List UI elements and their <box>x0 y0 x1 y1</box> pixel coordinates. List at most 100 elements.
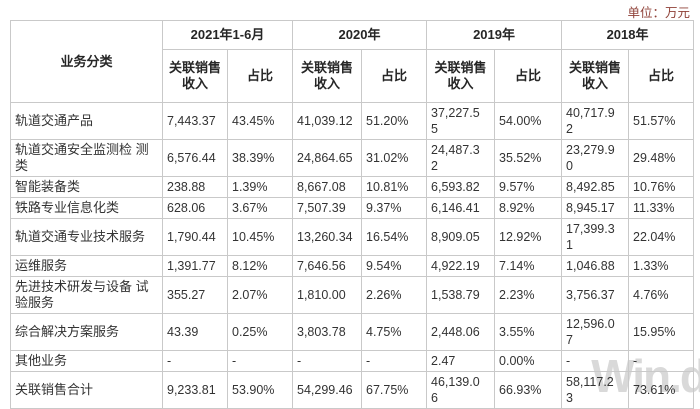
table-row: 先进技术研发与设备 试 验服务 355.27 2.07% 1,810.00 2.26% 1… <box>10 276 695 314</box>
ratio-value-cell: 2.23% <box>494 276 563 314</box>
revenue-value-cell: 628.06 <box>162 197 228 219</box>
table-row: 智能装备类 238.88 1.39% 8,667.08 10.81% 6,593.82 9.… <box>10 176 695 198</box>
ratio-value-cell: 4.75% <box>360 313 428 351</box>
revenue-value-cell: 8,492.85 <box>561 176 630 198</box>
revenue-header-2020: 关联销售 收入 <box>292 49 362 103</box>
table-row: 其他业务 - - - -2.47 0.00% - - <box>10 350 695 372</box>
ratio-value-cell: 15.95% <box>628 313 695 351</box>
year-header-2021h1: 2021年1-6月 <box>162 20 293 50</box>
revenue-value-cell: - <box>162 350 228 372</box>
ratio-value-cell: 1.39% <box>227 176 293 198</box>
ratio-value-cell: 0.25% <box>227 313 293 351</box>
ratio-value-cell: 22.04% <box>628 218 695 256</box>
table-row: 关联销售合计 9,233.81 53.90% 54,299.46 67.75% 46,13… <box>10 371 695 409</box>
ratio-value-cell: 11.33% <box>628 197 695 219</box>
revenue-value-cell: 6,146.41 <box>426 197 496 219</box>
revenue-value-cell: 3,803.78 <box>292 313 362 351</box>
business-category-cell: 运维服务 <box>10 255 163 277</box>
revenue-value-cell: 40,717.9 2 <box>561 102 630 140</box>
ratio-value-cell: 1.33% <box>628 255 695 277</box>
ratio-value-cell: 10.81% <box>360 176 428 198</box>
ratio-value-cell: 9.57% <box>494 176 563 198</box>
ratio-value-cell: 35.52% <box>494 139 563 177</box>
ratio-value-cell: 29.48% <box>628 139 695 177</box>
ratio-value-cell: 3.55% <box>494 313 563 351</box>
revenue-value-cell: 41,039.12 <box>292 102 362 140</box>
ratio-value-cell: 8.92% <box>494 197 563 219</box>
table-body: 轨道交通产品 7,443.37 43.45% 41,039.12 51.20% 37,22… <box>10 102 695 409</box>
unit-label: 单位：万元 <box>627 6 690 20</box>
revenue-value-cell: 9,233.81 <box>162 371 228 409</box>
ratio-value-cell: 0.00% <box>494 350 563 372</box>
ratio-value-cell: 53.90% <box>227 371 293 409</box>
revenue-value-cell: 58,117.2 3 <box>561 371 630 409</box>
business-category-cell: 轨道交通专业技术服务 <box>10 218 163 256</box>
ratio-value-cell: 54.00% <box>494 102 563 140</box>
table-row: 铁路专业信息化类 628.06 3.67% 7,507.39 9.37% 6,146.41… <box>10 197 695 219</box>
revenue-value-cell: 17,399.3 1 <box>561 218 630 256</box>
ratio-value-cell: 4.76% <box>628 276 695 314</box>
ratio-value-cell: 67.75% <box>360 371 428 409</box>
year-header-2019: 2019年 <box>426 20 563 50</box>
revenue-value-cell: 1,046.88 <box>561 255 630 277</box>
revenue-value-cell: 7,646.56 <box>292 255 362 277</box>
revenue-value-cell: 6,576.44 <box>162 139 228 177</box>
revenue-header-2019: 关联销售 收入 <box>426 49 496 103</box>
ratio-value-cell: - <box>360 350 428 372</box>
business-category-cell: 综合解决方案服务 <box>10 313 163 351</box>
ratio-header-2019: 占比 <box>494 49 563 103</box>
revenue-value-cell: 1,810.00 <box>292 276 362 314</box>
business-category-cell: 其他业务 <box>10 350 163 372</box>
revenue-value-cell: 238.88 <box>162 176 228 198</box>
revenue-value-cell: 24,864.65 <box>292 139 362 177</box>
table-row: 综合解决方案服务 43.39 0.25% 3,803.78 4.75% 2,448.06 3… <box>10 313 695 351</box>
revenue-value-cell: 8,909.05 <box>426 218 496 256</box>
revenue-value-cell: 12,596.0 7 <box>561 313 630 351</box>
ratio-value-cell: 8.12% <box>227 255 293 277</box>
ratio-value-cell: 73.61% <box>628 371 695 409</box>
revenue-value-cell: 13,260.34 <box>292 218 362 256</box>
ratio-value-cell: - <box>628 350 695 372</box>
ratio-header-2018: 占比 <box>628 49 695 103</box>
revenue-value-cell: 1,391.77 <box>162 255 228 277</box>
table-header: 业务分类 2021年1-6月 2020年 2019年 2018年 关联销售 收入… <box>10 20 695 103</box>
revenue-value-cell: 355.27 <box>162 276 228 314</box>
revenue-value-cell: 1,790.44 <box>162 218 228 256</box>
year-header-2020: 2020年 <box>291 20 428 50</box>
ratio-value-cell: 9.54% <box>360 255 428 277</box>
table-row: 轨道交通产品 7,443.37 43.45% 41,039.12 51.20% 37,22… <box>10 102 695 140</box>
ratio-header-2020: 占比 <box>360 49 428 103</box>
ratio-value-cell: 2.26% <box>360 276 428 314</box>
revenue-value-cell: 2.47 <box>426 350 496 372</box>
revenue-header-2018: 关联销售 收入 <box>561 49 630 103</box>
revenue-value-cell: 7,507.39 <box>292 197 362 219</box>
revenue-value-cell: 1,538.79 <box>426 276 496 314</box>
revenue-value-cell: 8,945.17 <box>561 197 630 219</box>
ratio-value-cell: 12.92% <box>494 218 563 256</box>
revenue-value-cell: 23,279.9 0 <box>561 139 630 177</box>
business-category-cell: 关联销售合计 <box>10 371 163 409</box>
revenue-value-cell: 6,593.82 <box>426 176 496 198</box>
revenue-value-cell: 54,299.46 <box>292 371 362 409</box>
revenue-value-cell: - <box>292 350 362 372</box>
year-header-2018: 2018年 <box>561 20 695 50</box>
ratio-value-cell: 2.07% <box>227 276 293 314</box>
revenue-value-cell: 4,922.19 <box>426 255 496 277</box>
revenue-value-cell: 8,667.08 <box>292 176 362 198</box>
ratio-value-cell: 3.67% <box>227 197 293 219</box>
ratio-value-cell: 51.57% <box>628 102 695 140</box>
revenue-header-2021h1: 关联销售 收入 <box>162 49 228 103</box>
revenue-value-cell: 46,139.0 6 <box>426 371 496 409</box>
ratio-value-cell: 10.76% <box>628 176 695 198</box>
ratio-value-cell: 10.45% <box>227 218 293 256</box>
business-category-header: 业务分类 <box>10 20 163 103</box>
revenue-value-cell: 24,487.3 2 <box>426 139 496 177</box>
table-row: 运维服务 1,391.77 8.12% 7,646.56 9.54% 4,922.19 7.… <box>10 255 695 277</box>
ratio-value-cell: 43.45% <box>227 102 293 140</box>
revenue-value-cell: 2,448.06 <box>426 313 496 351</box>
business-category-cell: 智能装备类 <box>10 176 163 198</box>
revenue-value-cell: 3,756.37 <box>561 276 630 314</box>
ratio-value-cell: - <box>227 350 293 372</box>
business-category-cell: 轨道交通安全监测检 测 类 <box>10 139 163 177</box>
